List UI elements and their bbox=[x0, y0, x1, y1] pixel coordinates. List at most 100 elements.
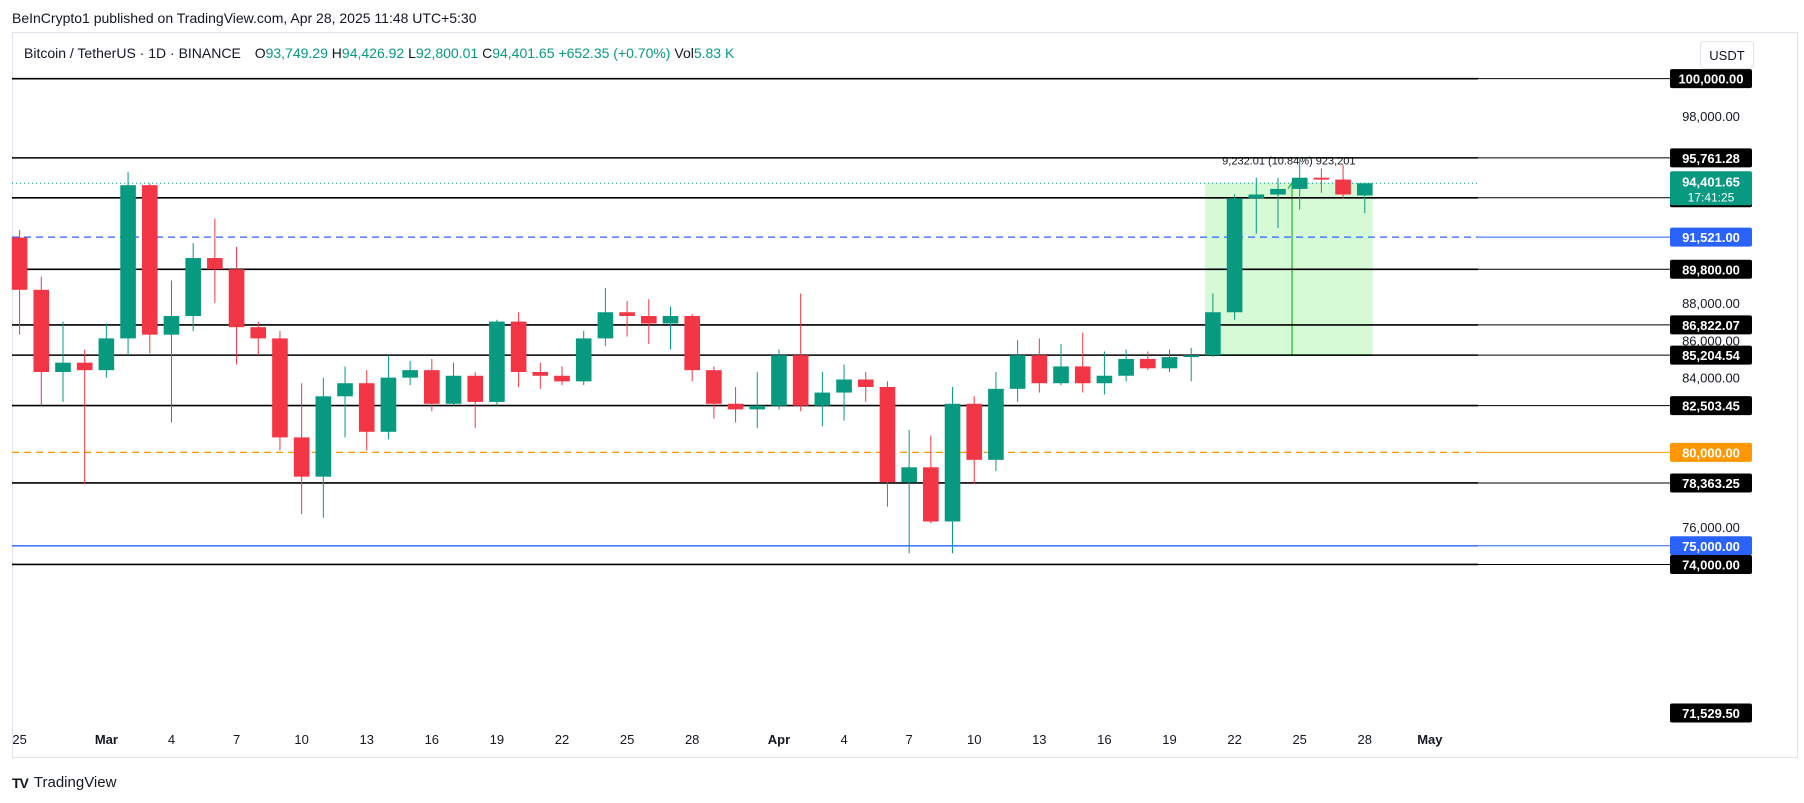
candle-19 bbox=[424, 358, 440, 412]
symbol-name[interactable]: Bitcoin / TetherUS · 1D · BINANCE bbox=[24, 45, 241, 61]
candle-body bbox=[944, 403, 961, 522]
candle-body bbox=[1335, 179, 1351, 195]
candle-body bbox=[1031, 355, 1048, 384]
candle-body bbox=[662, 315, 679, 324]
candle-37 bbox=[814, 372, 831, 427]
level-price-tag-bg bbox=[1670, 345, 1752, 365]
level-price-tag-bg bbox=[1670, 315, 1752, 335]
candle-body bbox=[250, 327, 267, 339]
tradingview-logo[interactable]: TV TradingView bbox=[12, 774, 116, 791]
x-axis-label: 22 bbox=[555, 732, 569, 747]
candle-62 bbox=[1356, 182, 1373, 214]
candle-35 bbox=[771, 349, 787, 410]
candle-body bbox=[1053, 366, 1069, 384]
candle-body bbox=[836, 379, 852, 393]
candle-59 bbox=[1291, 157, 1308, 210]
tradingview-logo-icon: TV bbox=[12, 774, 29, 791]
low-value: 92,800.01 bbox=[415, 45, 479, 61]
y-axis-label: 86,000.00 bbox=[1682, 333, 1740, 348]
low-label: L bbox=[408, 45, 416, 61]
x-axis-label: 25 bbox=[12, 732, 26, 747]
x-axis-label: 7 bbox=[906, 732, 913, 747]
candle-body bbox=[988, 388, 1004, 460]
close-label: C bbox=[482, 45, 493, 61]
candle-body bbox=[207, 258, 223, 270]
x-axis-label: 16 bbox=[1097, 732, 1111, 747]
candle-body bbox=[185, 258, 201, 316]
candle-34 bbox=[749, 372, 766, 429]
candle-17 bbox=[380, 355, 397, 440]
candle-body bbox=[684, 315, 700, 371]
open-value: 93,749.29 bbox=[265, 45, 328, 61]
y-axis-label: 84,000.00 bbox=[1682, 371, 1740, 386]
candle-13 bbox=[293, 383, 310, 515]
candle-body bbox=[1183, 355, 1200, 358]
candle-body bbox=[76, 362, 93, 371]
x-axis-label: 10 bbox=[967, 732, 981, 747]
x-axis-label: 19 bbox=[1162, 732, 1176, 747]
candle-body bbox=[879, 386, 896, 483]
candle-body bbox=[424, 370, 440, 404]
y-axis-label: 88,000.00 bbox=[1682, 296, 1740, 311]
volume-value: 5.83 K bbox=[693, 45, 735, 61]
candle-9 bbox=[207, 218, 223, 303]
candle-body bbox=[1161, 357, 1178, 369]
x-axis-label: May bbox=[1417, 732, 1443, 747]
candle-3 bbox=[76, 349, 93, 485]
candle-body bbox=[814, 392, 831, 406]
level-price-tag-bg bbox=[1670, 554, 1752, 574]
currency-button[interactable]: USDT bbox=[1700, 41, 1754, 69]
candle-body bbox=[315, 396, 332, 477]
candle-43 bbox=[944, 386, 961, 554]
level-price-tag: 100,000.00 bbox=[1678, 72, 1743, 87]
candle-11 bbox=[250, 321, 267, 356]
candle-51 bbox=[1118, 349, 1134, 382]
candle-46 bbox=[1009, 340, 1026, 402]
candle-6 bbox=[141, 183, 158, 354]
candle-30 bbox=[662, 306, 679, 350]
candle-52 bbox=[1139, 351, 1156, 371]
level-price-tag-bg bbox=[1670, 69, 1752, 89]
candle-49 bbox=[1074, 332, 1091, 393]
candle-8 bbox=[185, 243, 201, 331]
symbol-legend: Bitcoin / TetherUS · 1D · BINANCE O93,74… bbox=[24, 45, 734, 61]
x-axis-label: 28 bbox=[685, 732, 699, 747]
x-axis-label: 28 bbox=[1358, 732, 1372, 747]
candle-50 bbox=[1096, 351, 1113, 395]
candle-16 bbox=[358, 370, 375, 451]
candle-44 bbox=[966, 396, 983, 485]
candle-body bbox=[749, 405, 766, 410]
candle-4 bbox=[98, 323, 115, 378]
close-value: 94,401.65 bbox=[492, 45, 555, 61]
candle-body bbox=[33, 289, 50, 373]
x-axis-label: 4 bbox=[840, 732, 847, 747]
chart-area[interactable] bbox=[12, 32, 1798, 758]
candle-body bbox=[467, 375, 484, 402]
candle-body bbox=[597, 312, 614, 339]
candle-12 bbox=[272, 330, 288, 451]
candle-26 bbox=[575, 330, 592, 386]
candle-33 bbox=[727, 386, 744, 423]
candle-body bbox=[163, 315, 180, 335]
level-price-tag-bg bbox=[1670, 259, 1752, 279]
candle-body bbox=[1313, 177, 1330, 180]
level-price-tag: 86,822.07 bbox=[1682, 318, 1740, 333]
candle-body bbox=[1139, 358, 1156, 369]
candle-body bbox=[727, 403, 744, 410]
candle-body bbox=[771, 355, 787, 406]
volume-label: Vol bbox=[674, 45, 694, 61]
candle-2 bbox=[55, 321, 71, 402]
candle-body bbox=[706, 370, 722, 404]
candle-24 bbox=[532, 362, 549, 389]
x-axis-label: 13 bbox=[1032, 732, 1046, 747]
x-axis-label: Apr bbox=[768, 732, 790, 747]
level-price-tag: 80,000.00 bbox=[1682, 445, 1740, 460]
candle-22 bbox=[489, 319, 505, 406]
candle-body bbox=[640, 315, 657, 324]
level-price-tag: 91,521.00 bbox=[1682, 230, 1740, 245]
x-axis-label: Mar bbox=[95, 732, 118, 747]
x-axis-label: 16 bbox=[425, 732, 439, 747]
candle-body bbox=[272, 338, 288, 438]
candle-60 bbox=[1313, 168, 1330, 193]
